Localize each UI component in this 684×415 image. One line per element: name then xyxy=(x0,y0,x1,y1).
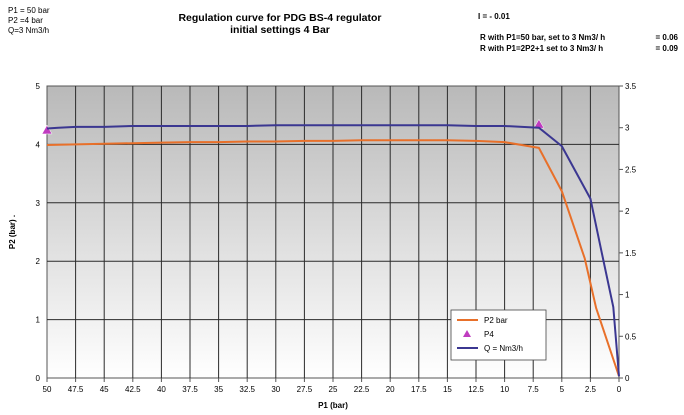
title-line-2: initial settings 4 Bar xyxy=(230,24,330,36)
y2-tick-label: 2 xyxy=(625,207,630,216)
x-tick-label: 35 xyxy=(214,385,223,394)
x-tick-label: 10 xyxy=(500,385,509,394)
r-line-2-label: R with P1=2P2+1 set to 3 Nm3/ h xyxy=(480,44,604,53)
x-tick-label: 50 xyxy=(43,385,52,394)
y-tick-label: 3 xyxy=(36,199,41,208)
title-line-1: Regulation curve for PDG BS-4 regulator xyxy=(178,12,382,24)
x-tick-label: 0 xyxy=(617,385,622,394)
legend-label: P2 bar xyxy=(484,316,508,325)
r-values-block: R with P1=50 bar, set to 3 Nm3/ h = 0.06… xyxy=(480,32,678,54)
y-tick-label: 5 xyxy=(36,82,41,91)
r-line-2: R with P1=2P2+1 set to 3 Nm3/ h = 0.09 xyxy=(480,43,678,54)
x-tick-label: 2.5 xyxy=(585,385,597,394)
legend: P2 bar P4 Q = Nm3/h xyxy=(450,309,547,361)
parameter-block: P1 = 50 bar P2 =4 bar Q=3 Nm3/h xyxy=(8,6,50,36)
y-tick-label: 4 xyxy=(36,140,41,149)
y-tick-label: 0 xyxy=(36,374,41,383)
legend-label: P4 xyxy=(484,330,494,339)
x-tick-label: 17.5 xyxy=(411,385,427,394)
x-tick-label: 37.5 xyxy=(182,385,198,394)
x-axis-label: P1 (bar) xyxy=(318,401,348,410)
x-tick-label: 27.5 xyxy=(297,385,313,394)
param-p1: P1 = 50 bar xyxy=(8,6,50,15)
series-group xyxy=(41,118,620,377)
r-line-1: R with P1=50 bar, set to 3 Nm3/ h = 0.06 xyxy=(480,32,678,43)
x-tick-label: 30 xyxy=(271,385,280,394)
x-tick-label: 20 xyxy=(386,385,395,394)
legend-marker-p4 xyxy=(463,330,471,337)
y2-tick-label: 1 xyxy=(625,291,630,300)
y2-tick-label: 2.5 xyxy=(625,165,637,174)
y-tick-label: 1 xyxy=(36,316,41,325)
chart-title: Regulation curve for PDG BS-4 regulator … xyxy=(150,12,410,36)
legend-label: Q = Nm3/h xyxy=(484,344,523,353)
x-tick-label: 42.5 xyxy=(125,385,141,394)
y-axis-label: P2 (bar) . xyxy=(8,215,17,249)
y2-tick-label: 0.5 xyxy=(625,332,637,341)
y2-tick-label: 1.5 xyxy=(625,249,637,258)
x-tick-label: 25 xyxy=(329,385,338,394)
x-tick-label: 5 xyxy=(560,385,565,394)
y-tick-label: 2 xyxy=(36,257,41,266)
y2-tick-label: 3 xyxy=(625,124,630,133)
x-tick-label: 22.5 xyxy=(354,385,370,394)
r-line-1-value: = 0.06 xyxy=(655,33,678,42)
x-tick-label: 45 xyxy=(100,385,109,394)
x-tick-label: 15 xyxy=(443,385,452,394)
param-q: Q=3 Nm3/h xyxy=(8,26,50,35)
y2-tick-label: 3.5 xyxy=(625,82,637,91)
x-tick-label: 32.5 xyxy=(239,385,255,394)
q-series-line xyxy=(46,124,620,377)
x-tick-label: 47.5 xyxy=(68,385,84,394)
p4-marker xyxy=(41,124,53,135)
x-tick-label: 40 xyxy=(157,385,166,394)
x-tick-label: 12.5 xyxy=(468,385,484,394)
param-p2: P2 =4 bar xyxy=(8,16,43,25)
p2-series-line xyxy=(46,139,620,377)
y2-tick-label: 0 xyxy=(625,374,630,383)
i-value: I = - 0.01 xyxy=(478,12,510,21)
r-line-1-label: R with P1=50 bar, set to 3 Nm3/ h xyxy=(480,33,606,42)
r-line-2-value: = 0.09 xyxy=(655,44,678,53)
x-tick-label: 7.5 xyxy=(528,385,540,394)
